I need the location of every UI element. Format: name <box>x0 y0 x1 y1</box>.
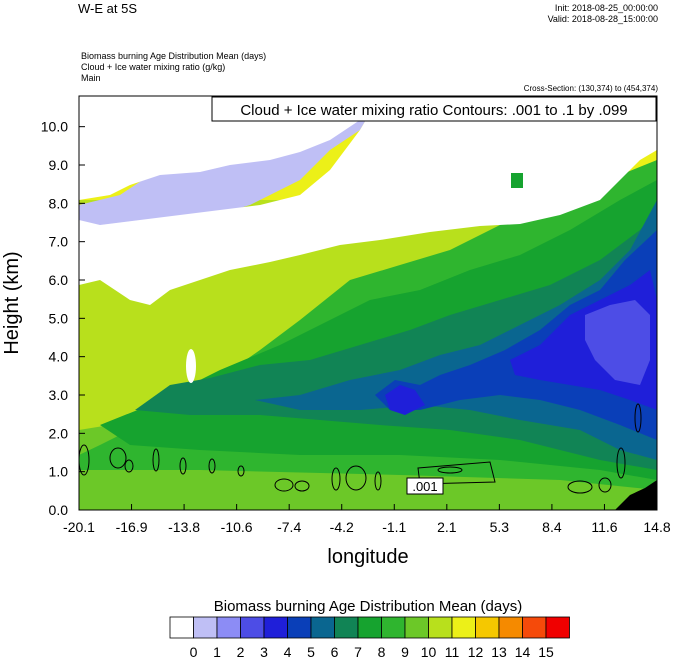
colorbar-swatch <box>310 616 335 639</box>
contour-line <box>331 467 341 491</box>
colorbar-label: 15 <box>538 644 554 660</box>
init-time: Init: 2018-08-25_00:00:00 <box>554 3 658 13</box>
y-tick-label: 6.0 <box>49 272 69 288</box>
x-tick-label: 5.3 <box>490 519 510 535</box>
colorbar-swatch <box>451 616 476 639</box>
x-tick-label: -13.8 <box>168 519 200 535</box>
colorbar-swatch <box>169 616 194 639</box>
colorbar-title: Biomass burning Age Distribution Mean (d… <box>214 598 522 615</box>
plot-title: W-E at 5S <box>78 1 138 16</box>
contour-line <box>124 459 134 473</box>
contour-line <box>294 480 310 492</box>
colorbar-label: 2 <box>237 644 245 660</box>
contour-line <box>616 447 626 479</box>
colorbar-label: 5 <box>307 644 315 660</box>
colorbar-swatch <box>381 616 406 639</box>
x-tick-label: -20.1 <box>63 519 95 535</box>
colorbar-swatch <box>475 616 500 639</box>
colorbar-label: 1 <box>213 644 221 660</box>
y-tick-label: 10.0 <box>41 119 68 135</box>
y-tick-label: 1.0 <box>49 464 69 480</box>
colorbar-label: 4 <box>284 644 292 660</box>
colorbar-swatch <box>357 616 382 639</box>
plot-frame <box>78 95 658 511</box>
x-tick-label: 11.6 <box>591 519 617 535</box>
filled-contours <box>79 96 657 510</box>
x-tick-label: -7.4 <box>277 519 301 535</box>
x-tick-label: -10.6 <box>221 519 253 535</box>
y-tick-label: 7.0 <box>49 234 69 250</box>
contour-line <box>437 466 463 474</box>
contour-line <box>567 480 593 494</box>
contour-info-label: Cloud + Ice water mixing ratio Contours:… <box>240 102 627 119</box>
green-cell <box>511 173 523 188</box>
colorbar-swatch <box>428 616 453 639</box>
description-line-1: Biomass burning Age Distribution Mean (d… <box>81 51 267 61</box>
white-hole <box>186 349 196 383</box>
x-tick-label: -16.9 <box>116 519 148 535</box>
contour-info-box <box>211 96 657 122</box>
colorbar-label: 12 <box>468 644 484 660</box>
x-tick-label: 2.1 <box>437 519 457 535</box>
y-tick-label: 3.0 <box>49 387 69 403</box>
x-tick-label: 14.8 <box>643 519 670 535</box>
y-axis: 0.0 1.0 2.0 3.0 4.0 5.0 6.0 7.0 8.0 9.0 10.0 <box>41 119 85 518</box>
colorbar-label: 0 <box>190 644 198 660</box>
y-tick-label: 9.0 <box>49 157 69 173</box>
colorbar-swatch <box>240 616 265 639</box>
field-band-3 <box>585 300 650 385</box>
y-axis-title: Height (km) <box>1 251 23 354</box>
contour-line <box>208 458 216 474</box>
y-tick-label: 4.0 <box>49 349 69 365</box>
colorbar-label: 3 <box>260 644 268 660</box>
x-axis: -20.1 -16.9 -13.8 -10.6 -7.4 -4.2 -1.1 2.1 5.3 8.… <box>63 504 671 535</box>
colorbar-label: 14 <box>515 644 531 660</box>
description-line-3: Main <box>81 73 101 83</box>
colorbar-swatch <box>287 616 312 639</box>
valid-time: Valid: 2018-08-28_15:00:00 <box>547 14 658 24</box>
x-tick-label: -4.2 <box>330 519 354 535</box>
contour-line <box>598 477 612 493</box>
colorbar-label: 7 <box>354 644 362 660</box>
contour-line <box>634 403 642 433</box>
colorbar-swatch <box>334 616 359 639</box>
contour-value-label: .001 <box>412 479 437 494</box>
colorbar-swatch <box>216 616 241 639</box>
y-tick-label: 2.0 <box>49 425 69 441</box>
description-line-2: Cloud + Ice water mixing ratio (g/kg) <box>81 62 226 72</box>
field-band-4 <box>385 270 657 415</box>
y-tick-label: 8.0 <box>49 195 69 211</box>
colorbar-swatch <box>404 616 429 639</box>
colorbar-label: 11 <box>445 644 460 660</box>
colorbar-swatch <box>522 616 547 639</box>
contour-line <box>345 465 367 491</box>
contour-value-box <box>406 477 444 495</box>
x-tick-label: 8.4 <box>542 519 562 535</box>
y-tick-label: 5.0 <box>49 310 69 326</box>
colorbar-swatch <box>263 616 288 639</box>
x-tick-label: -1.1 <box>382 519 406 535</box>
colorbar-label: 6 <box>331 644 339 660</box>
contour-line <box>274 478 294 492</box>
cross-section-label: Cross-Section: (130,374) to (454,374) <box>523 84 658 93</box>
colorbar: 0 1 2 3 4 5 6 7 8 9 10 11 12 13 14 15 <box>169 616 570 660</box>
colorbar-label: 8 <box>378 644 386 660</box>
colorbar-label: 9 <box>401 644 409 660</box>
colorbar-swatch <box>193 616 218 639</box>
colorbar-label: 10 <box>421 644 437 660</box>
contour-line <box>374 471 382 491</box>
y-tick-label: 0.0 <box>49 502 69 518</box>
contour-line <box>109 447 127 469</box>
colorbar-swatch <box>498 616 523 639</box>
contour-line <box>237 465 245 477</box>
colorbar-swatch <box>545 616 570 639</box>
terrain <box>615 480 657 510</box>
field-band-0 <box>79 96 657 305</box>
cloud-contours <box>78 403 642 494</box>
colorbar-label: 13 <box>491 644 507 660</box>
x-axis-title: longitude <box>327 546 408 568</box>
contour-line <box>179 457 187 475</box>
contour-line <box>152 448 160 472</box>
